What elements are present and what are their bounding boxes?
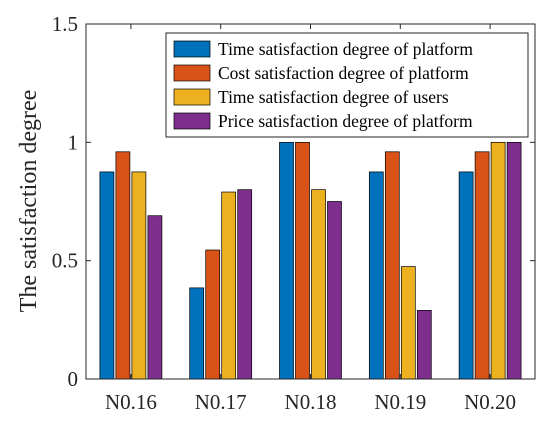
bar-n0-20-series-4 xyxy=(506,141,522,380)
legend-label-series-2: Cost satisfaction degree of platform xyxy=(218,63,469,83)
legend: Time satisfaction degree of platform Cost… xyxy=(165,32,529,138)
bar-n0-19-series-1 xyxy=(368,171,384,380)
bar-n0-19-series-4 xyxy=(416,310,432,380)
legend-label-series-1: Time satisfaction degree of platform xyxy=(218,39,473,59)
bar-n0-20-series-2 xyxy=(474,151,490,380)
bar-n0-17-series-2 xyxy=(205,249,221,380)
bar-n0-20-series-1 xyxy=(458,171,474,380)
bar-n0-18-series-1 xyxy=(279,141,294,380)
legend-swatch-series-4 xyxy=(173,112,211,130)
x-tick-label: N0.18 xyxy=(285,390,337,414)
bar-n0-19-series-2 xyxy=(384,151,400,380)
bar-n0-17-series-3 xyxy=(221,191,237,380)
bar-n0-18-series-2 xyxy=(295,141,310,380)
bars-group xyxy=(99,141,522,380)
y-tick-label: 1 xyxy=(68,130,79,154)
x-tick-label: N0.20 xyxy=(464,390,516,414)
x-tick-label: N0.17 xyxy=(195,390,247,414)
y-tick-label: 1.5 xyxy=(52,12,78,36)
bar-n0-20-series-3 xyxy=(490,141,506,380)
y-tick-label: 0 xyxy=(68,367,79,391)
bar-n0-17-series-4 xyxy=(237,189,253,380)
x-tick-label: N0.19 xyxy=(374,390,426,414)
axes-group: 0 0.5 1 1.5 N0.16 N0.17 N0.18 N0.19 N0.20 xyxy=(52,12,536,414)
legend-box xyxy=(165,32,529,138)
legend-label-series-4: Price satisfaction degree of platform xyxy=(218,111,473,131)
bar-n0-18-series-4 xyxy=(327,201,342,380)
bar-n0-19-series-3 xyxy=(400,266,416,380)
bar-n0-16-series-4 xyxy=(147,215,163,380)
y-tick-label: 0.5 xyxy=(52,249,78,273)
bar-n0-16-series-3 xyxy=(131,171,147,380)
bar-n0-16-series-2 xyxy=(115,151,131,380)
legend-swatch-series-3 xyxy=(173,88,211,106)
legend-label-series-3: Time satisfaction degree of users xyxy=(218,87,449,107)
bar-n0-17-series-1 xyxy=(189,287,205,380)
legend-swatch-series-1 xyxy=(173,40,211,58)
bar-n0-18-series-3 xyxy=(311,189,326,380)
legend-swatch-series-2 xyxy=(173,64,211,82)
y-axis-title: The satisfaction degree xyxy=(16,90,42,313)
x-tick-label: N0.16 xyxy=(105,390,157,414)
bar-n0-16-series-1 xyxy=(99,171,115,380)
